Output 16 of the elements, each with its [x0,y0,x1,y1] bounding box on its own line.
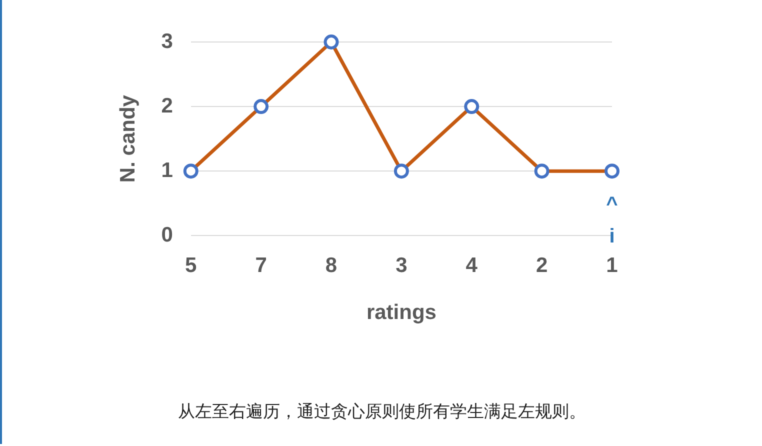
x-tick-label: 1 [606,254,618,277]
annotation: ^ [606,194,618,216]
x-tick-label: 4 [466,254,478,277]
y-axis-title: N. candy [116,94,140,183]
text: 从左至右遍历，通过贪心原则使所有学生满足左规则。 [177,401,587,423]
annotation: i [609,226,615,248]
y-tick-label: 0 [161,223,173,246]
y-tick-label: 1 [161,158,174,182]
x-axis-title: ratings [366,301,436,324]
x-tick-label: 8 [325,254,338,277]
x-tick-label: 7 [255,254,267,277]
x-tick-label: 5 [185,254,198,277]
y-tick-label: 3 [161,30,173,53]
x-tick-label: 2 [536,254,548,277]
y-tick-label: 2 [161,94,173,118]
x-tick-label: 3 [396,254,408,277]
